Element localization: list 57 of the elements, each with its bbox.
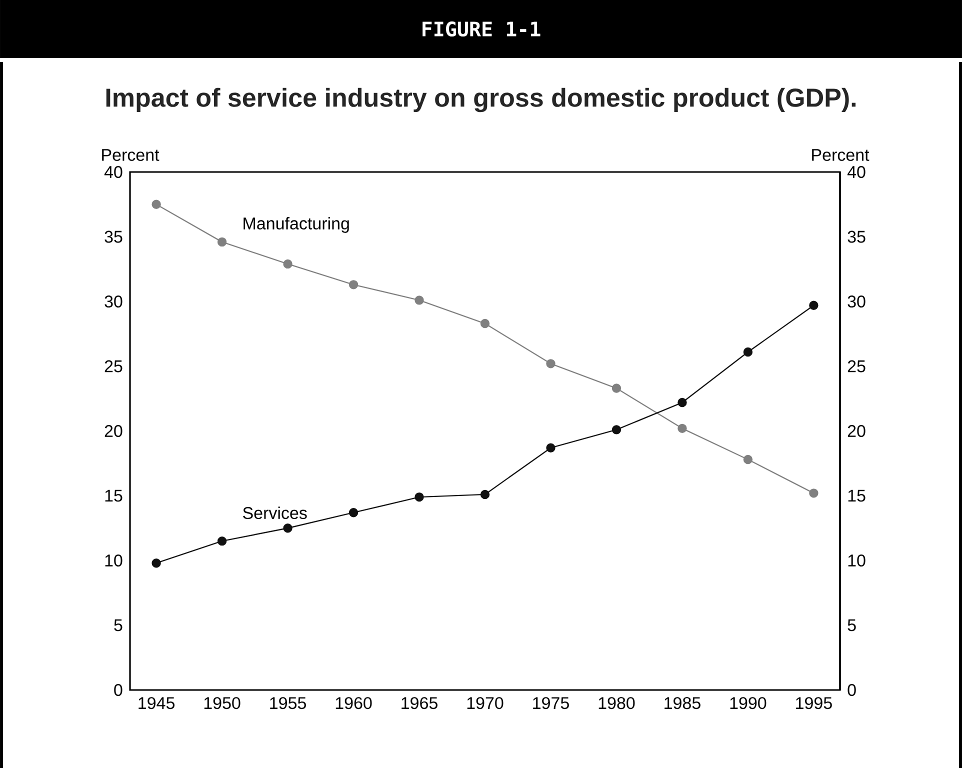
point	[612, 384, 622, 393]
y2-axis-title: Percent	[812, 149, 870, 161]
point	[217, 536, 227, 546]
y-axis-title: Percent	[102, 149, 160, 161]
y2-tick-label: 25	[848, 360, 866, 372]
x-tick-label: 1995	[796, 697, 832, 710]
y-tick-label: 40	[104, 166, 122, 178]
x-tick-label: 1990	[730, 697, 766, 710]
y2-tick-label: 10	[848, 554, 866, 567]
chart-subtitle: Impact of service industry on gross domestic product (GDP).	[106, 88, 856, 112]
y-tick-label: 35	[104, 230, 122, 243]
x-tick-label: 1950	[204, 697, 240, 710]
y2-tick-label: 20	[848, 425, 866, 438]
y2-tick-label: 5	[848, 619, 856, 632]
point	[809, 488, 818, 498]
point	[283, 524, 292, 533]
point	[348, 280, 358, 290]
point	[217, 237, 227, 247]
point	[283, 259, 292, 269]
point	[348, 508, 358, 518]
x-tick-label: 1965	[402, 697, 438, 710]
point	[546, 443, 556, 452]
y-tick-label: 0	[114, 684, 122, 696]
x-tick-label: 1955	[270, 697, 306, 710]
y-tick-label: 20	[104, 425, 122, 438]
point	[743, 454, 753, 464]
y2-tick-label: 40	[847, 166, 866, 178]
series-label: Manufacturing	[244, 217, 349, 233]
point	[612, 425, 622, 434]
point	[678, 398, 687, 408]
point	[480, 490, 490, 500]
y-tick-label: 30	[104, 296, 122, 308]
y-tick-label: 25	[104, 360, 122, 372]
y-tick-label: 15	[105, 490, 122, 502]
point	[546, 359, 556, 368]
x-tick-label: 1960	[336, 697, 372, 710]
y-tick-label: 5	[114, 619, 122, 632]
y2-tick-label: 0	[848, 684, 856, 696]
chart-title: FIGURE 1-1	[422, 21, 540, 37]
x-tick-label: 1945	[138, 697, 175, 710]
point	[743, 347, 753, 357]
y2-tick-label: 30	[848, 296, 866, 308]
y2-tick-label: 15	[848, 490, 866, 502]
y-tick-label: 10	[105, 554, 122, 567]
point	[152, 558, 161, 568]
point	[414, 492, 424, 502]
y2-tick-label: 35	[848, 230, 866, 243]
x-tick-label: 1970	[467, 697, 504, 710]
point	[678, 424, 687, 434]
point	[809, 300, 818, 310]
x-tick-label: 1980	[598, 697, 635, 710]
series-label: Services	[243, 506, 307, 520]
point	[414, 296, 424, 305]
point	[152, 200, 161, 209]
x-tick-label: 1985	[664, 697, 700, 710]
x-tick-label: 1975	[533, 697, 569, 710]
point	[480, 318, 490, 328]
